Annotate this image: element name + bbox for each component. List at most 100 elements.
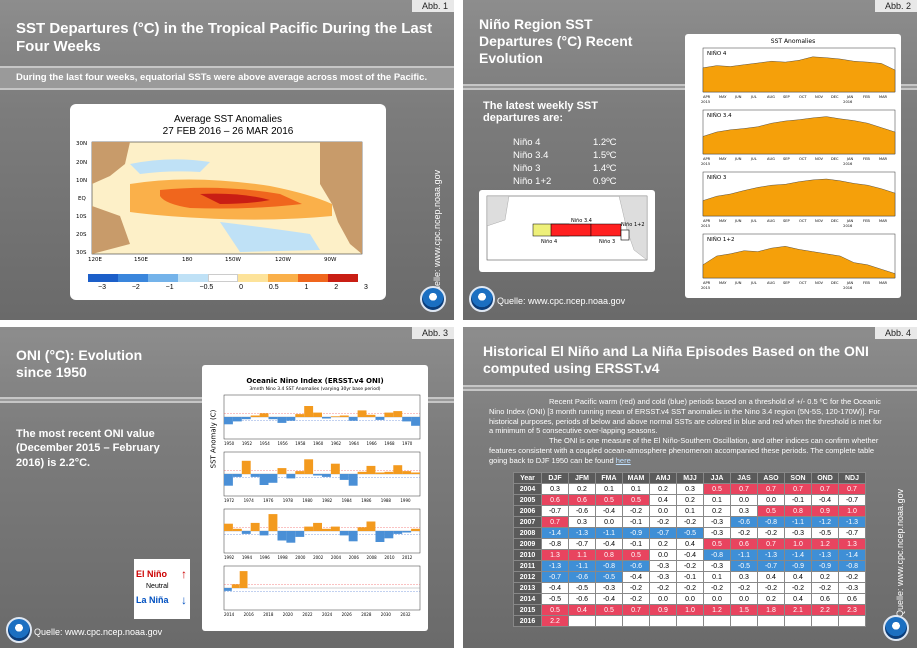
colorbar-label: 0 xyxy=(239,284,244,291)
table-row: 2012 -0.7 -0.6 -0.5 -0.4 -0.3 -0.1 0.1 0.3 0.4 0.4… xyxy=(513,571,866,583)
oni-value-cell: -0.2 xyxy=(757,582,785,594)
table-row: 2010 1.3 1.1 0.8 0.5 0.0 -0.4 -0.8 -1.1 -1.3 -1.4-… xyxy=(513,549,866,561)
source-text: Quelle: www.cpc.ncep.noaa.gov xyxy=(497,296,626,306)
oni-value-cell: -0.6 xyxy=(568,593,596,605)
oni-bar xyxy=(402,471,412,474)
month-tick: JAN xyxy=(846,281,853,285)
year-tick: 1982 xyxy=(322,498,333,503)
month-tick: JUL xyxy=(750,281,757,285)
year-tick: 2024 xyxy=(322,612,333,617)
chart-title: SST Anomalies xyxy=(770,38,816,45)
year-tick: 2020 xyxy=(283,612,294,617)
oni-value-cell: 0.5 xyxy=(703,483,731,495)
legend-la-nina: La Niña xyxy=(136,595,169,605)
oni-value-cell: 0.0 xyxy=(703,593,731,605)
year-tick: 1972 xyxy=(224,498,235,503)
here-link[interactable]: here xyxy=(615,455,631,465)
slide-title: Niño Region SST Departures (°C) Recent E… xyxy=(479,16,633,66)
oni-bar xyxy=(259,413,269,417)
oni-value-cell: 1.5 xyxy=(730,604,758,616)
oni-value-cell: -0.2 xyxy=(730,582,758,594)
colorbar-label: 0.5 xyxy=(268,284,279,291)
lat-label: 30S xyxy=(76,250,87,256)
oni-value-cell: -1.4 xyxy=(838,549,866,561)
year-tick: 2008 xyxy=(367,555,378,560)
year-cell: 2011 xyxy=(513,560,542,572)
oni-bar xyxy=(366,465,376,474)
month-tick: OCT xyxy=(799,95,807,99)
year-tick: 2030 xyxy=(381,612,392,617)
oni-value-cell xyxy=(595,615,623,627)
table-row: 2007 0.7 0.3 0.0 -0.1 -0.2 -0.2 -0.3 -0.6 -0.8 -1.… xyxy=(513,516,866,528)
month-tick: DEC xyxy=(831,95,839,99)
year-tick: 2006 xyxy=(349,555,360,560)
slide-subtitle: During the last four weeks, equatorial S… xyxy=(16,72,428,83)
oni-bar xyxy=(313,412,322,417)
oni-value-cell: 0.1 xyxy=(595,483,623,495)
year-tick: 2016 xyxy=(244,612,255,617)
table-header-cell: FMA xyxy=(595,472,623,484)
oni-value-cell: 0.7 xyxy=(757,483,785,495)
year-tick: 2010 xyxy=(384,555,395,560)
nino-regions-map: Niño 3.4 Niño 4 Niño 3 Niño 1+2 xyxy=(479,190,655,272)
oni-value-cell: -1.4 xyxy=(784,549,812,561)
subtitle-band xyxy=(463,385,917,391)
year-tick: 2018 xyxy=(263,612,274,617)
oni-value-cell: -0.6 xyxy=(568,505,596,517)
oni-value-cell: -0.7 xyxy=(649,527,677,539)
year-cell: 2015 xyxy=(513,604,542,616)
oni-value-cell: -0.2 xyxy=(784,582,812,594)
oni-bar xyxy=(277,417,287,423)
oni-value-cell: 0.1 xyxy=(703,494,731,506)
oni-value-cell: 0.7 xyxy=(622,604,650,616)
year-tick: 2002 xyxy=(313,555,324,560)
oni-value-cell xyxy=(676,615,704,627)
figure-number: Abb. 2 xyxy=(874,0,917,12)
table-row: 2004 0.3 0.2 0.1 0.1 0.2 0.3 0.5 0.7 0.7 0.7 0.7 0.7 xyxy=(513,483,866,495)
table-row: 2008 -1.4 -1.3 -1.1 -0.9 -0.7 -0.5 -0.3 -0.2 -0.2… xyxy=(513,527,866,539)
table-header-cell: Year xyxy=(513,472,542,484)
oni-bar xyxy=(277,468,287,474)
oni-value-cell: -0.3 xyxy=(703,516,731,528)
oni-bar xyxy=(250,474,260,477)
slide-title: Historical El Niño and La Niña Episodes … xyxy=(483,343,869,376)
year-label: 2016 xyxy=(843,286,853,290)
region-row: Niño 1+2 0.9ºC xyxy=(513,176,617,187)
oni-value-cell: -1.3 xyxy=(541,560,569,572)
year-tick: 2004 xyxy=(331,555,342,560)
oni-bar xyxy=(375,531,385,542)
oni-value-cell: 0.2 xyxy=(568,483,596,495)
oni-value-cell: -1.3 xyxy=(757,549,785,561)
colorbar-label: 2 xyxy=(334,284,339,291)
year-label: 2016 xyxy=(843,224,853,228)
oni-bar xyxy=(224,474,233,486)
oni-bar xyxy=(384,471,394,474)
month-tick: DEC xyxy=(831,157,839,161)
oni-value-cell: -0.3 xyxy=(703,560,731,572)
oni-bar xyxy=(393,531,403,534)
oni-value-cell: 0.2 xyxy=(811,571,839,583)
oni-value-cell: 0.4 xyxy=(784,593,812,605)
map-box-label: Niño 3.4 xyxy=(571,218,592,224)
month-tick: DEC xyxy=(831,281,839,285)
oni-bar xyxy=(330,463,340,474)
sst-anomalies-chart: SST Anomalies NIÑO 4 APR MAY JUN JUL AUG SEP OC… xyxy=(685,34,901,298)
oni-value-cell: -0.5 xyxy=(811,527,839,539)
oni-bar xyxy=(348,474,358,486)
month-tick: MAY xyxy=(719,95,727,99)
lon-label: 120E xyxy=(88,257,102,263)
oni-bar xyxy=(241,417,251,420)
slide-title: SST Departures (°C) in the Tropical Paci… xyxy=(16,20,433,55)
oni-value-cell: 0.9 xyxy=(811,505,839,517)
oni-bar xyxy=(250,415,260,417)
oni-value-cell: -0.6 xyxy=(568,571,596,583)
year-cell: 2014 xyxy=(513,593,542,605)
source-vertical: Quelle: www.cpc.ncep.noaa.gov xyxy=(895,488,905,617)
slide-oni-evolution: Abb. 3 ONI (°C): Evolution since 1950 Th… xyxy=(0,327,454,648)
year-tick: 1978 xyxy=(283,498,294,503)
oni-value-cell xyxy=(838,615,866,627)
table-header-cell: MAM xyxy=(622,472,650,484)
oni-value-cell: 0.6 xyxy=(730,538,758,550)
map-box-label: Niño 1+2 xyxy=(621,222,645,228)
oni-bar xyxy=(286,531,296,543)
